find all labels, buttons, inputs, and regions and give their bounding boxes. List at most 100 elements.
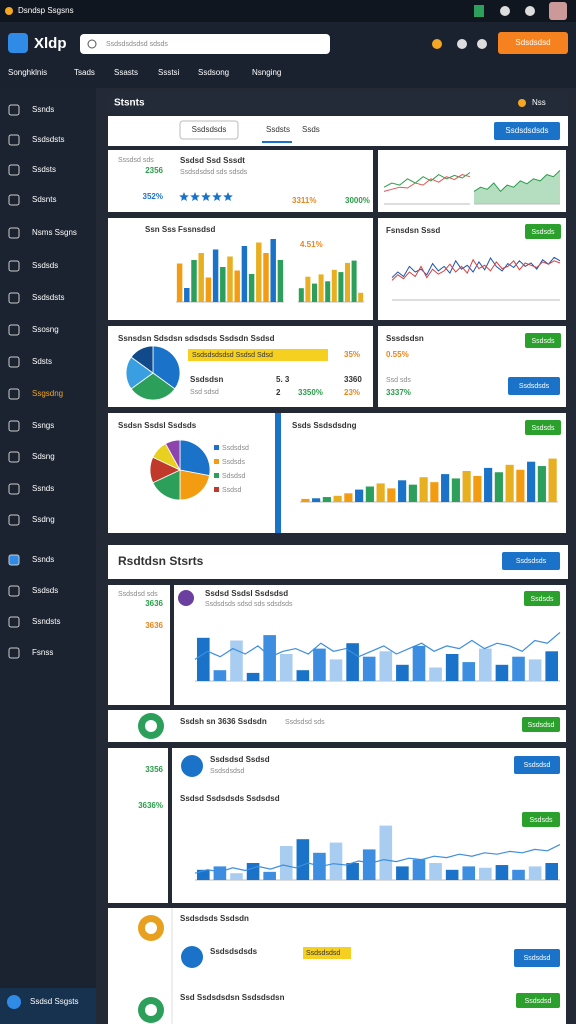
button[interactable] [508,377,560,395]
button[interactable] [522,812,560,827]
sidebar-item[interactable]: Nsms Ssgns [32,228,77,237]
icon[interactable] [500,6,510,16]
bar [473,475,482,502]
line [473,170,561,193]
icon[interactable] [432,39,442,49]
card-title: Ssdsh sn 3636 Ssdsdn [180,717,267,726]
button[interactable] [516,993,560,1008]
toolbar-item[interactable]: Ssdsts [266,125,290,134]
search-box[interactable] [80,34,330,54]
sidebar-item[interactable]: Ssnds [32,105,54,114]
sidebar-item[interactable]: Sdsng [32,452,55,461]
bar [351,260,357,302]
card-label: Ssn Sss [145,225,177,234]
bar [462,471,471,502]
sidebar-item[interactable]: Sdsnts [32,195,56,204]
nav-item[interactable]: Songhklnis [8,68,47,77]
nav-item[interactable]: Tsads [74,68,95,77]
button[interactable] [514,949,560,967]
bar [528,659,542,681]
sidebar-icon [8,483,20,495]
sidebar-icon [8,451,20,463]
item-sub: Ssdsdsdsd [210,768,244,775]
bar [318,274,324,302]
sidebar-item[interactable]: Fsnss [32,648,53,657]
line [383,172,471,188]
bar [230,873,243,880]
tab-underline [262,141,292,143]
line [391,258,561,281]
sidebar-item[interactable]: Ssnds [32,555,54,564]
sidebar-icon [8,260,20,272]
sidebar-item[interactable]: Sdsts [32,357,52,366]
sidebar-item[interactable]: Ssdsds [32,586,58,595]
bar [333,495,342,502]
sidebar-item[interactable]: Ssdsts [32,165,56,174]
sidebar-item[interactable]: Ssngs [32,421,54,430]
legend-swatch [214,445,219,450]
pie-slice [165,439,181,471]
bar [451,478,460,502]
avatar[interactable] [549,2,567,20]
bar [248,274,255,302]
section-badge: Nss [532,98,546,107]
nav-item[interactable]: Ssasts [114,68,138,77]
header-button[interactable] [498,32,568,54]
sidebar-item[interactable]: Ssdng [32,515,55,524]
button[interactable] [525,420,561,435]
button[interactable] [525,224,561,239]
icon[interactable] [474,5,484,17]
button-label: Ssdsds [532,425,555,432]
pie-slice [130,372,176,401]
button[interactable] [514,756,560,774]
icon[interactable] [477,39,487,49]
button[interactable] [525,333,561,348]
icon[interactable] [457,39,467,49]
avatar [181,755,203,777]
toolbar-button[interactable] [494,122,560,140]
bar [246,863,260,880]
card [108,748,168,903]
bar [296,839,310,880]
bar [198,253,204,302]
nav-item[interactable]: Ssstsi [158,68,180,77]
bar [256,242,262,302]
sidebar-item[interactable]: Ssgsdng [32,389,63,398]
button-label: Ssdsdsd [528,722,555,729]
card [108,150,373,212]
button[interactable] [524,591,560,606]
bar [346,643,359,681]
nav-item[interactable]: Nsnging [252,68,281,77]
header-button-label: Sdsdsdsd [515,38,550,47]
ring-icon [145,720,157,732]
sidebar-item[interactable]: Ssdsdsts [32,135,64,144]
ring-icon [145,1004,157,1016]
card [108,710,566,742]
card-title: Ssdsd Ssdsl Ssdsdsd [205,589,288,598]
star [212,192,222,201]
button[interactable] [522,717,560,732]
bar [234,270,240,302]
legend-label: Ssdsdsd [222,445,249,452]
kpi-value: 3636 [145,599,163,608]
sidebar-item[interactable]: Ssdsds [32,261,58,270]
nav-item[interactable]: Ssdsong [198,68,229,77]
bar [263,635,276,681]
bar [516,469,525,502]
stat-green: 3000% [345,196,370,205]
bar [246,672,260,681]
sidebar-item[interactable]: Ssosng [32,325,59,334]
bar [344,262,351,302]
sidebar-item[interactable]: Ssnds [32,484,54,493]
bar [462,866,476,880]
button[interactable] [502,552,560,570]
sidebar-item[interactable]: Ssndsts [32,617,60,626]
toolbar-item[interactable]: Ssds [302,125,320,134]
toolbar-tab[interactable] [179,120,239,140]
stat-orange: 3311% [292,196,316,205]
sidebar-item[interactable]: Ssdsdsts [32,293,64,302]
sidebar-icon [8,554,20,566]
bar [344,493,353,502]
icon[interactable] [525,6,535,16]
